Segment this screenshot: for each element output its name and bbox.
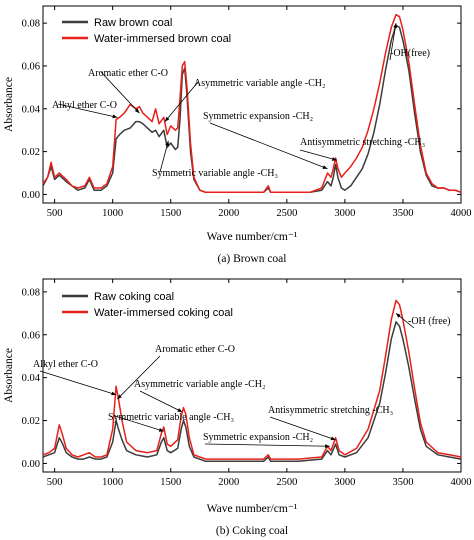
series-line-raw <box>42 321 462 463</box>
x-tick-label: 2000 <box>218 477 239 488</box>
plot-frame <box>42 278 462 473</box>
annotation-arrowhead <box>111 391 117 396</box>
x-tick-label: 1500 <box>160 208 181 219</box>
annotation-arrow <box>269 416 336 441</box>
annotation-label: Symmetric expansion -CH₂ <box>203 111 313 122</box>
annotation-label: Alkyl ether C-O <box>52 100 117 111</box>
annotation-arrow <box>389 23 397 61</box>
annotation-arrow <box>209 122 328 170</box>
x-tick-label: 2500 <box>276 477 297 488</box>
x-tick-label: 4000 <box>451 208 472 219</box>
y-tick-label: 0.04 <box>22 373 41 384</box>
plot-frame <box>42 5 462 204</box>
annotation-label: -OH(free) <box>390 48 430 59</box>
annotation-arrowhead <box>134 108 140 114</box>
x-tick-label: 1000 <box>102 477 123 488</box>
y-tick-label: 0.08 <box>22 19 40 30</box>
annotation-arrowhead <box>393 23 398 28</box>
y-tick-label: 0.00 <box>22 459 40 470</box>
annotation-arrowhead <box>325 444 330 449</box>
annotation-label: Symmetric variable angle -CH₃ <box>152 168 278 179</box>
y-tick-label: 0.06 <box>22 330 40 341</box>
annotation-arrowhead <box>322 165 328 169</box>
x-tick-label: 500 <box>47 477 63 488</box>
annotation-label: Asymmetric variable angle -CH₂ <box>134 379 266 390</box>
annotation-arrow <box>57 103 118 118</box>
annotation-label: Antisymmetric stretching -CH₃ <box>300 137 425 148</box>
annotation-label: Asymmetric variable angle -CH₂ <box>194 78 326 89</box>
y-tick-label: 0.02 <box>22 147 40 158</box>
x-axis-label: Wave number/cm⁻¹ <box>207 503 298 515</box>
annotation-arrowhead <box>395 313 401 318</box>
y-tick-label: 0.06 <box>22 61 40 72</box>
x-tick-label: 500 <box>47 208 63 219</box>
x-tick-label: 2500 <box>276 208 297 219</box>
annotation-arrowhead <box>158 428 164 432</box>
legend-entry: Raw coking coal <box>94 291 174 303</box>
annotation-label: Aromatic ether C-O <box>88 68 168 79</box>
y-axis-label: Absorbance <box>3 77 15 132</box>
chart-panel-a: 500 1000 1500 2000 2500 3000 3500 4000 0.00 0.02 0… <box>3 5 472 265</box>
annotation-arrowhead <box>330 436 336 441</box>
annotation-label: Antisymmetric stretching -CH₃ <box>268 405 393 416</box>
annotation-arrow <box>117 355 161 400</box>
series-line-water-immersed <box>42 13 462 194</box>
annotation-arrowhead <box>165 140 170 146</box>
legend-entry: Raw brown coal <box>94 17 172 29</box>
panel-caption: (a) Brown coal <box>218 253 287 265</box>
annotation-arrowhead <box>331 157 337 161</box>
legend-entry: Water-immersed coking coal <box>94 307 233 319</box>
panel-caption: (b) Coking coal <box>216 525 288 537</box>
annotation-arrow <box>139 390 183 413</box>
x-tick-label: 1000 <box>102 208 123 219</box>
y-tick-label: 0.00 <box>22 190 40 201</box>
y-axis-label: Absorbance <box>3 348 15 403</box>
chart-panel-b: 500 1000 1500 2000 2500 3000 3500 4000 0.00 0.02 0… <box>3 278 472 537</box>
annotation-arrowhead <box>164 116 170 122</box>
x-tick-label: 3500 <box>392 477 413 488</box>
x-tick-label: 3000 <box>334 477 355 488</box>
annotation-arrow <box>159 140 169 173</box>
annotation-arrowhead <box>117 394 122 400</box>
annotation-arrow <box>100 71 140 114</box>
y-tick-label: 0.08 <box>22 287 40 298</box>
legend-entry: Water-immersed brown coal <box>94 33 231 45</box>
y-tick-label: 0.02 <box>22 416 40 427</box>
annotation-arrow <box>39 370 117 396</box>
annotation-arrow <box>164 81 199 122</box>
x-tick-label: 4000 <box>451 477 472 488</box>
y-tick-label: 0.04 <box>22 104 41 115</box>
annotation-label: Symmetric variable angle -CH₃ <box>108 412 234 423</box>
annotation-label: Symmetric expansion -CH₂ <box>203 432 313 443</box>
annotation-label: Alkyl ether C-O <box>33 359 98 370</box>
annotation-arrow <box>204 443 330 447</box>
x-tick-label: 1500 <box>160 477 181 488</box>
x-tick-label: 2000 <box>218 208 239 219</box>
x-tick-label: 3000 <box>334 208 355 219</box>
x-axis-label: Wave number/cm⁻¹ <box>207 231 298 243</box>
annotation-arrowhead <box>177 408 183 412</box>
annotation-arrowhead <box>112 114 118 119</box>
series-line-water-immersed <box>42 299 462 460</box>
annotation-arrow <box>114 415 164 432</box>
annotation-label: Aromatic ether C-O <box>155 344 235 355</box>
annotation-arrow <box>299 149 337 161</box>
x-tick-label: 3500 <box>392 208 413 219</box>
annotation-label: -OH (free) <box>408 316 450 327</box>
